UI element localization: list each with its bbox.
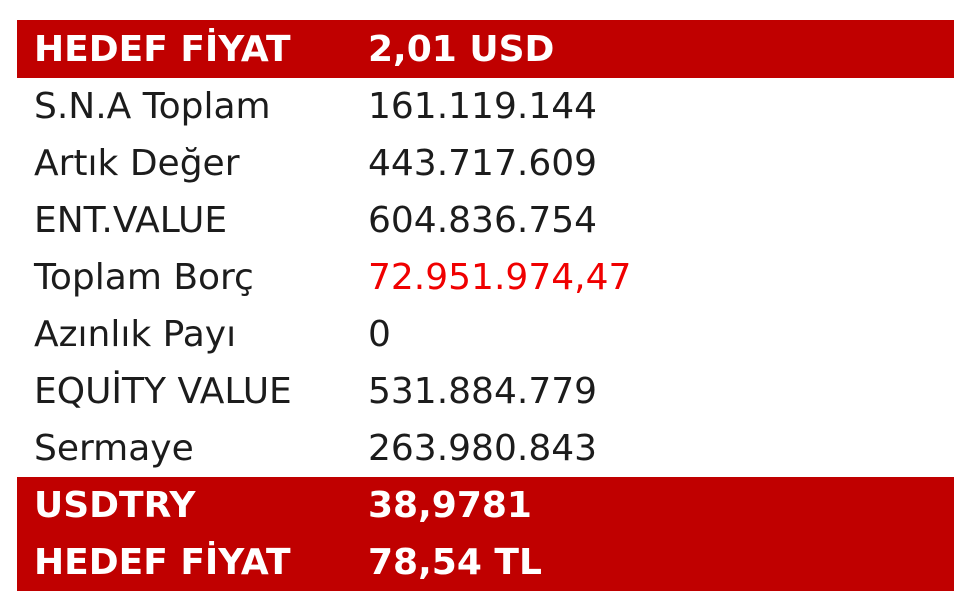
valuation-table: HEDEF FİYAT 2,01 USD S.N.A Toplam 161.11…	[17, 20, 954, 591]
target-price-usd-value: 2,01 USD	[368, 28, 555, 70]
row-value: 531.884.779	[368, 371, 598, 412]
table-row-residual-value: Artık Değer 443.717.609	[17, 135, 954, 192]
usdtry-value: 38,9781	[368, 485, 532, 526]
table-row-enterprise-value: ENT.VALUE 604.836.754	[17, 192, 954, 249]
row-value: 0	[368, 314, 391, 355]
row-value: 443.717.609	[368, 143, 598, 184]
target-price-tl-label: HEDEF FİYAT	[34, 542, 291, 583]
table-row-minority-interest: Azınlık Payı 0	[17, 306, 954, 363]
target-price-usd-row: HEDEF FİYAT 2,01 USD	[17, 20, 954, 78]
row-value: 263.980.843	[368, 428, 598, 469]
row-label: ENT.VALUE	[34, 200, 228, 241]
row-label: Azınlık Payı	[34, 314, 237, 355]
usdtry-label: USDTRY	[34, 485, 196, 526]
target-price-tl-row: HEDEF FİYAT 78,54 TL	[17, 534, 954, 591]
row-label: Toplam Borç	[34, 257, 254, 298]
table-row-equity-value: EQUİTY VALUE 531.884.779	[17, 363, 954, 420]
row-label: Sermaye	[34, 428, 194, 469]
row-value-negative: 72.951.974,47	[368, 257, 632, 298]
target-price-tl-value: 78,54 TL	[368, 542, 542, 583]
table-row-total-debt: Toplam Borç 72.951.974,47	[17, 249, 954, 306]
usdtry-row: USDTRY 38,9781	[17, 477, 954, 534]
table-row-sna-total: S.N.A Toplam 161.119.144	[17, 78, 954, 135]
table-row-capital: Sermaye 263.980.843	[17, 420, 954, 477]
row-value: 161.119.144	[368, 86, 598, 127]
target-price-usd-label: HEDEF FİYAT	[34, 28, 291, 70]
row-label: Artık Değer	[34, 143, 240, 184]
row-label: S.N.A Toplam	[34, 86, 271, 127]
row-value: 604.836.754	[368, 200, 598, 241]
row-label: EQUİTY VALUE	[34, 371, 292, 412]
